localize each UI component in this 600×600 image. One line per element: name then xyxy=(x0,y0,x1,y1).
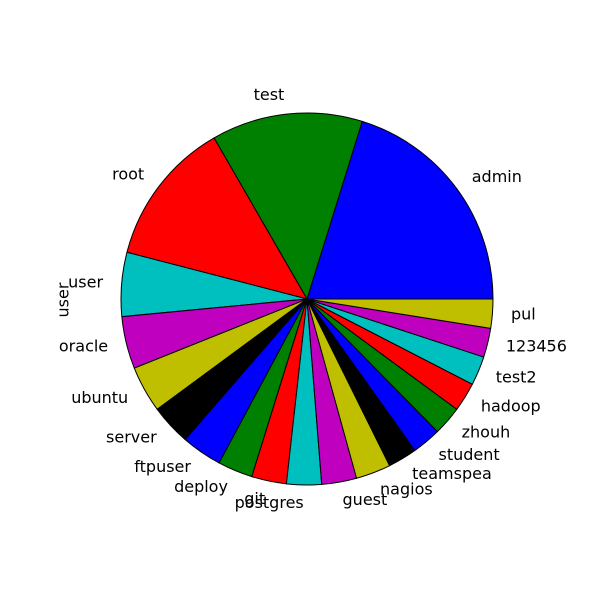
pie-label-test: test xyxy=(254,85,285,104)
pie-label-teamspea: teamspea xyxy=(412,464,492,483)
pie-label-admin: admin xyxy=(472,167,522,186)
pie-label-student: student xyxy=(439,445,500,464)
pie-label-root: root xyxy=(112,165,144,184)
pie-label-zhouh: zhouh xyxy=(462,422,511,441)
pie-label-nagios: nagios xyxy=(380,480,433,499)
pie-label-git: git xyxy=(244,489,265,508)
pie-label-postgres: postgres xyxy=(235,493,304,512)
pie-label-ubuntu: ubuntu xyxy=(71,388,128,407)
pie-label-guest: guest xyxy=(343,490,388,509)
pie-label-user: user xyxy=(68,272,103,291)
pie-slice-admin xyxy=(306,120,494,300)
pie-slices xyxy=(120,112,494,486)
pie-slice-test xyxy=(213,112,363,300)
pie-label-test2: test2 xyxy=(496,368,537,387)
pie-label-ftpuser: ftpuser xyxy=(134,457,191,476)
pie-label-pul: pul xyxy=(511,305,536,324)
pie-labels: admin test root user oracle ubuntu server ftpus… xyxy=(59,85,567,512)
pie-slice-pul xyxy=(306,298,494,329)
pie-label-hadoop: hadoop xyxy=(481,396,541,415)
pie-label-server: server xyxy=(106,427,157,446)
y-axis-label: user xyxy=(54,282,73,317)
pie-slice-root xyxy=(126,137,308,300)
pie-label-oracle: oracle xyxy=(59,337,108,356)
pie-label-deploy: deploy xyxy=(174,477,228,496)
pie-label-123456: 123456 xyxy=(506,337,567,356)
